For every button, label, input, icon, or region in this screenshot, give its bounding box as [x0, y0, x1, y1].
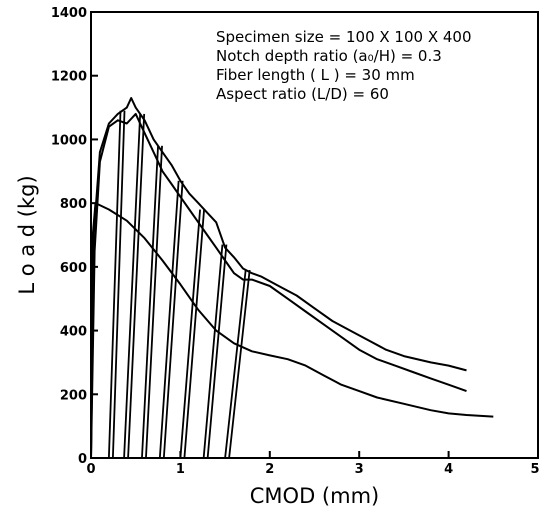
unloading-loop: [158, 180, 184, 459]
plot-frame: [90, 11, 539, 459]
annotation-line: Specimen size = 100 X 100 X 400: [216, 28, 472, 46]
x-tick-label: 5: [530, 462, 539, 477]
unloading-loop: [202, 244, 228, 459]
series-line-3: [90, 112, 467, 459]
x-tick-label: 0: [86, 462, 95, 477]
annotation-line: Fiber length ( L ) = 30 mm: [216, 66, 415, 84]
y-tick-label: 800: [60, 197, 87, 212]
annotation-line: Notch depth ratio (a₀/H) = 0.3: [216, 47, 442, 65]
axis-ticks: 0 1 2 3 4 5 0 200 400 600 800 1000 1200 1400: [51, 6, 540, 477]
x-tick-label: 3: [355, 462, 364, 477]
x-tick-label: 4: [444, 462, 453, 477]
y-tick-label: 1000: [51, 133, 87, 148]
unloading-loop: [141, 145, 163, 459]
annotation-line: Aspect ratio (L/D) = 60: [216, 85, 389, 103]
unloading-loop: [224, 269, 251, 459]
y-axis-label: L o a d (kg): [15, 175, 39, 294]
y-tick-label: 200: [60, 388, 87, 403]
y-tick-label: 400: [60, 325, 87, 340]
y-tick-label: 0: [78, 452, 87, 467]
y-tick-label: 600: [60, 261, 87, 276]
series-line-1: [90, 202, 494, 459]
y-tick-label: 1200: [51, 70, 87, 85]
x-axis-label: CMOD (mm): [250, 484, 379, 508]
unloading-loop: [123, 113, 146, 459]
y-tick-label: 1400: [51, 6, 87, 21]
x-tick-label: 2: [265, 462, 274, 477]
unloading-loop: [179, 209, 205, 459]
x-tick-label: 1: [176, 462, 185, 477]
unloading-loop: [107, 110, 126, 459]
plot-lines: [90, 97, 494, 459]
series-line-2: [90, 97, 467, 459]
